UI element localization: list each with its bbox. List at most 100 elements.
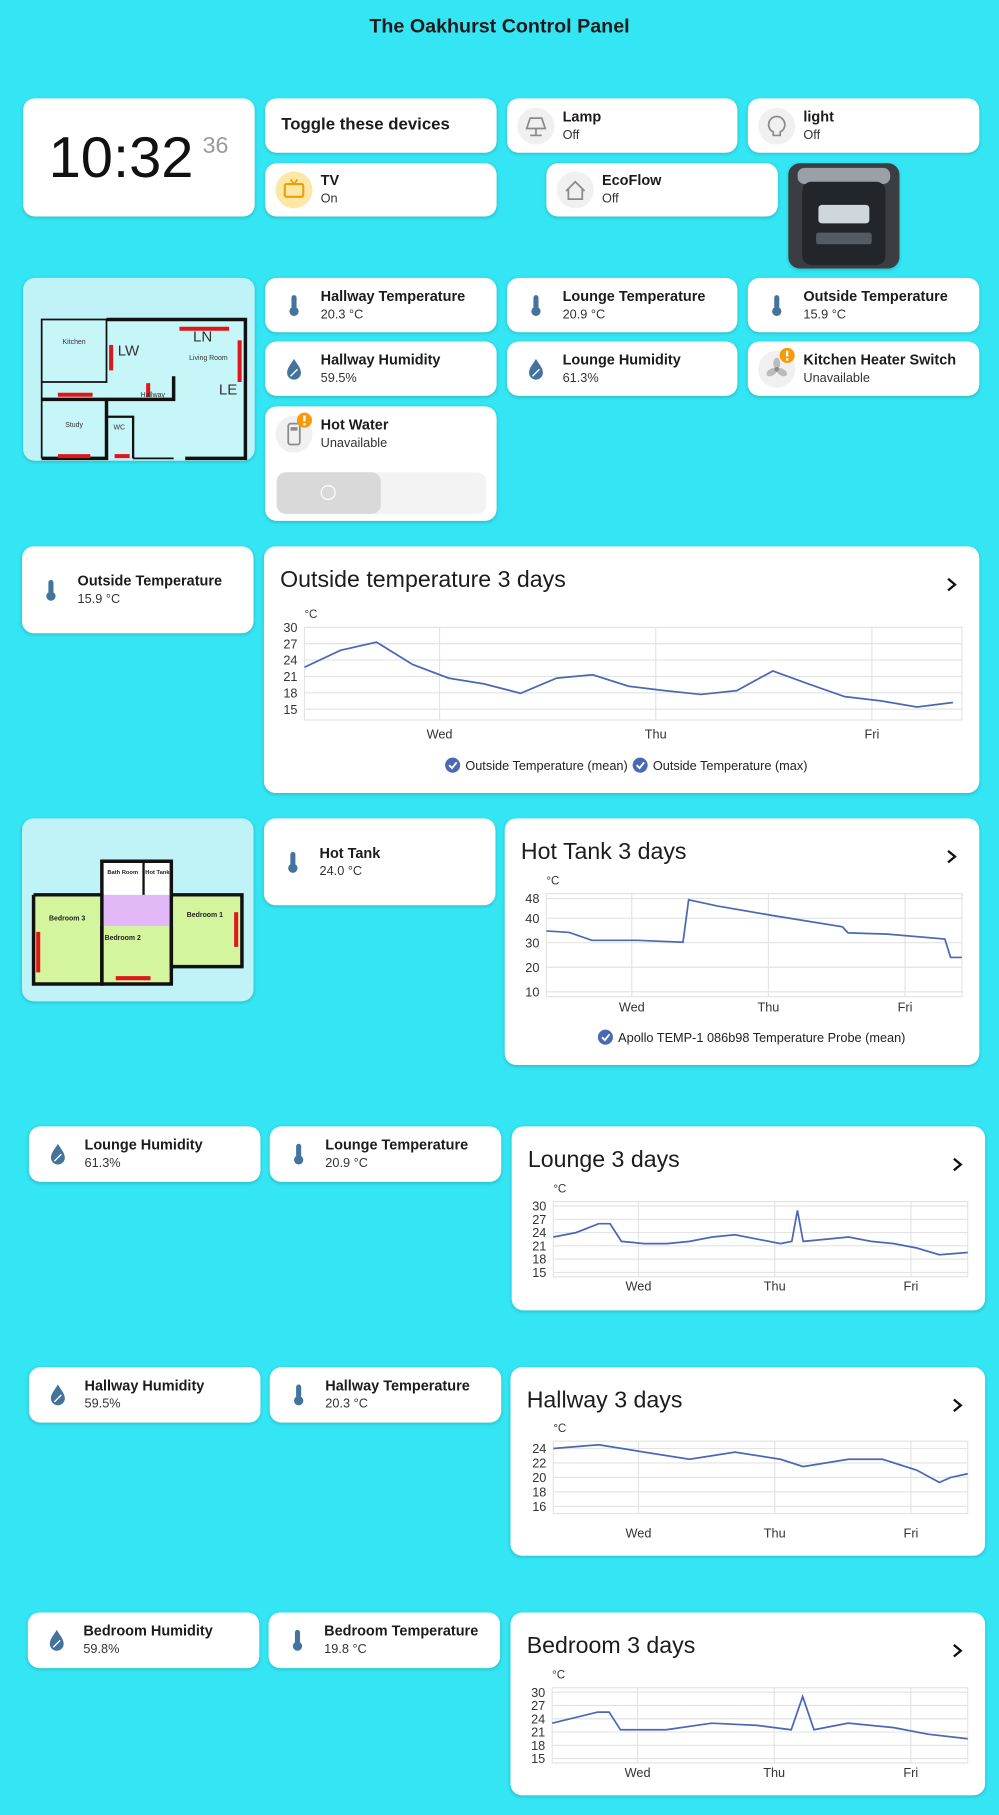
entity-tile[interactable]: Kitchen Heater Switch Unavailable (747, 341, 980, 396)
plan-card[interactable] (23, 277, 255, 461)
tile-icon (39, 1376, 76, 1413)
icon-bulb (289, 306, 299, 316)
entity-tile[interactable]: Hot Tank 24.0 °C (263, 818, 496, 906)
entity-tile[interactable]: Lounge Temperature 20.9 °C (507, 277, 738, 333)
icon-group (772, 294, 782, 316)
icon-group (294, 1143, 304, 1165)
clock-time: 10:32 (48, 125, 194, 190)
toggle-ring (320, 485, 336, 501)
chevron[interactable] (945, 849, 959, 865)
tile-icon (276, 350, 313, 387)
tile-name: Hallway Humidity (84, 1377, 205, 1394)
history-card: Hot Tank 3 days (504, 818, 980, 1065)
entity-tile[interactable]: light Off (747, 98, 980, 153)
icon-blade (776, 367, 788, 376)
tile-icon (274, 843, 311, 880)
device-photo[interactable] (788, 163, 900, 269)
entity-tile[interactable]: Outside Temperature 15.9 °C (747, 277, 980, 333)
icon-stem (296, 1143, 302, 1158)
entity-tile[interactable]: Bedroom Temperature 19.8 °C (268, 1612, 501, 1669)
entity-tile[interactable]: EcoFlow Off (546, 163, 778, 217)
icon (46, 579, 56, 601)
tile-state: 59.5% (84, 1397, 121, 1412)
tile-icon (279, 1622, 316, 1659)
tile-name: Hallway Humidity (320, 351, 441, 368)
chevron[interactable] (945, 576, 959, 592)
entity-tile[interactable]: Hot Water Unavailable (265, 406, 497, 521)
tile-state: 20.3 °C (325, 1397, 368, 1412)
icon-boiler-panel (290, 427, 298, 431)
icon-group (287, 422, 301, 446)
icon-drop (287, 358, 301, 380)
tile-icon (39, 1136, 76, 1173)
icon-group (283, 178, 305, 198)
tile-name: Bedroom Humidity (83, 1622, 213, 1640)
icon-slash (53, 1153, 62, 1162)
entity-tile[interactable]: Outside Temperature 15.9 °C (21, 546, 254, 634)
entity-tile[interactable]: Lamp Off (507, 98, 738, 153)
tile-state: 59.8% (83, 1642, 120, 1657)
icon-group (525, 116, 547, 136)
icon-group (292, 1629, 303, 1651)
history-card: Outside temperature 3 days (263, 546, 980, 793)
icon (49, 1629, 64, 1651)
icon-drop (50, 1384, 65, 1406)
entity-tile[interactable]: Lounge Humidity 61.3% (28, 1126, 261, 1182)
icon-blade (766, 367, 778, 376)
icon-slash (53, 1394, 62, 1403)
chevron-line (947, 849, 957, 864)
icon-group (49, 1629, 64, 1651)
entity-tile[interactable]: TV On (265, 163, 497, 217)
toggle-track[interactable] (276, 472, 487, 514)
icon (292, 1629, 303, 1651)
icon-bulb (772, 306, 782, 316)
icon-stem (48, 579, 54, 594)
tile-state: Unavailable (320, 436, 388, 451)
icon-group (289, 294, 299, 316)
tile-name: Lounge Humidity (562, 351, 681, 368)
card-title: Lounge 3 days (527, 1147, 680, 1173)
icon-tv-antenna (289, 178, 299, 186)
badge-mark (303, 415, 306, 422)
icon-bulb (292, 1641, 303, 1651)
plan-card[interactable] (21, 818, 254, 1002)
entity-tile[interactable]: Hallway Humidity 59.5% (265, 341, 497, 396)
tile-state: 61.3% (562, 371, 599, 385)
entity-tile[interactable]: Hallway Temperature 20.3 °C (265, 277, 497, 333)
warning-badge (779, 347, 795, 363)
tile-name: Bedroom Temperature (324, 1622, 479, 1640)
icon-drop (49, 1629, 64, 1651)
history-card: Bedroom 3 days (510, 1612, 986, 1796)
tile-name: Kitchen Heater Switch (803, 351, 957, 368)
icon (294, 1384, 304, 1406)
entity-tile[interactable]: Lounge Humidity 61.3% (507, 341, 738, 396)
entity-tile[interactable]: Hallway Temperature 20.3 °C (269, 1367, 502, 1423)
icon-stem (296, 1384, 302, 1399)
heading-card: Toggle these devices (265, 98, 497, 153)
tile-name: Lounge Temperature (325, 1136, 469, 1153)
icon (772, 294, 782, 316)
entity-tile[interactable]: Bedroom Humidity 59.8% (27, 1612, 260, 1669)
icon-group (46, 579, 56, 601)
tile-state: 20.9 °C (325, 1156, 368, 1171)
tile-icon (280, 1136, 317, 1173)
tile-icon (758, 107, 796, 145)
icon-stem (294, 1629, 301, 1644)
icon (531, 294, 541, 316)
tile-state: 24.0 °C (319, 864, 363, 879)
tile-state: 20.3 °C (320, 307, 364, 322)
icon-bulb (294, 1155, 304, 1165)
tile-name: light (803, 108, 834, 125)
chevron[interactable] (950, 1397, 964, 1413)
tile-name: Hot Water (320, 416, 389, 433)
entity-tile[interactable]: Hallway Humidity 59.5% (28, 1367, 261, 1423)
entity-tile[interactable]: Lounge Temperature 20.9 °C (269, 1126, 502, 1182)
chevron[interactable] (950, 1156, 964, 1172)
card-title: Bedroom 3 days (526, 1633, 696, 1659)
photo-screen (818, 204, 870, 224)
icon-drop (529, 358, 543, 380)
icon-group (287, 358, 301, 380)
photo-ports (816, 232, 872, 245)
chevron[interactable] (950, 1643, 964, 1659)
tile-state: Off (562, 127, 580, 142)
